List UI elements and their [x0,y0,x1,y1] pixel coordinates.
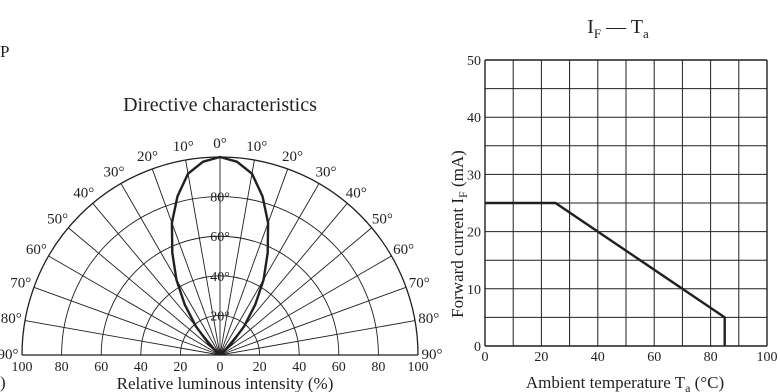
polar-radial-tick-label: 20 [253,360,267,375]
derating-x-tick-label: 60 [647,350,661,365]
derating-x-axis-label: Ambient temperature Ta (°C) [526,373,724,392]
polar-spoke [33,286,221,356]
polar-spoke [219,227,372,356]
derating-y-tick-label: 20 [467,226,481,241]
derating-ticks: 0 20 40 60 80 100 0 10 20 30 40 50 [467,54,778,365]
derating-y-tick-label: 0 [474,340,481,355]
polar-radial-tick-label: 80 [371,360,385,375]
polar-inner-angle-label: 40° [210,270,230,285]
polar-angle-label: 80° [418,311,439,327]
polar-spoke [219,255,392,356]
polar-spoke [219,183,320,356]
polar-spoke [219,168,289,356]
polar-angle-label: 70° [409,276,430,292]
polar-angle-label: 60° [393,242,414,258]
polar-inner-angle-label: 20° [210,309,230,324]
polar-angle-label: 90° [0,347,19,363]
polar-spoke [185,159,221,356]
polar-labels: 0°10° 10°20° 20°30° 30°40° 40°50° 50°60° 60°70… [0,136,443,375]
derating-title: IF — Ta [587,16,649,41]
derating-y-axis-label: Forward current IF (mA) [448,150,470,318]
polar-spoke [219,286,407,356]
derating-ylabel-unit: (mA) [448,150,467,191]
directive-characteristics-chart: Directive characteristics 0° 10° 10° 20° 20°… [0,94,443,392]
polar-angle-label: 80° [1,311,22,327]
polar-angle-label: 30° [104,164,125,180]
polar-angle-label: 30° [316,164,337,180]
polar-angle-label: 40° [346,186,367,202]
derating-x-tick-label: 0 [482,350,489,365]
derating-title-sub2: a [643,26,649,41]
polar-spoke [48,255,221,356]
polar-angle-label: 10° [173,139,194,155]
polar-radial-tick-label: 100 [12,360,33,375]
polar-angle-label: 20° [282,149,303,165]
polar-x-axis-label: Relative luminous intensity (%) [117,374,334,392]
polar-radial-tick-label: 40 [292,360,306,375]
derating-curve-line [485,201,726,346]
polar-radial-tick-label: 60 [332,360,346,375]
derating-xlabel-unit: (°C) [690,373,724,392]
derating-y-tick-label: 50 [467,54,481,69]
polar-spoke [151,168,221,356]
corner-fragment-top: P [0,42,9,61]
polar-radial-tick-label: 0 [217,360,224,375]
polar-spoke [68,227,221,356]
polar-angle-label: 10° [246,139,267,155]
derating-ylabel-sub: F [456,191,470,198]
derating-title-sub1: F [594,26,601,41]
polar-title: Directive characteristics [123,94,317,116]
derating-x-tick-label: 20 [534,350,548,365]
polar-radial-tick-label: 20 [173,360,187,375]
derating-xlabel-main: Ambient temperature T [526,373,686,392]
polar-spoke [219,320,416,356]
derating-x-tick-label: 100 [757,350,778,365]
polar-angle-label: 60° [26,242,47,258]
corner-fragment-bottom: ) [0,373,6,392]
polar-angle-label: 40° [73,186,94,202]
polar-spoke [120,183,221,356]
derating-y-tick-label: 30 [467,168,481,183]
polar-spoke [24,320,221,356]
derating-series [485,201,726,346]
polar-radial-tick-label: 80 [55,360,69,375]
derating-y-tick-label: 10 [467,283,481,298]
polar-angle-label: 0° [213,136,227,152]
derating-ylabel-main: Forward current I [448,198,467,318]
polar-series [170,155,270,356]
polar-spoke [219,159,255,356]
polar-angle-label: 50° [372,212,393,228]
polar-angle-label: 50° [47,212,68,228]
polar-angle-label: 20° [137,149,158,165]
polar-pattern-line [170,155,270,356]
derating-grid [484,59,768,347]
derating-y-tick-label: 40 [467,111,481,126]
derating-x-tick-label: 80 [704,350,718,365]
derating-xlabel-sub: a [685,381,691,392]
polar-radial-tick-label: 100 [408,360,429,375]
polar-radial-tick-label: 60 [94,360,108,375]
polar-inner-angle-label: 80° [210,191,230,206]
derating-x-tick-label: 40 [591,350,605,365]
derating-title-main: I [587,16,594,38]
polar-angle-label: 70° [10,276,31,292]
polar-radial-tick-label: 40 [134,360,148,375]
derating-title-dash: — T [601,16,643,38]
polar-inner-angle-label: 60° [210,230,230,245]
polar-angle-label: 90° [422,347,443,363]
